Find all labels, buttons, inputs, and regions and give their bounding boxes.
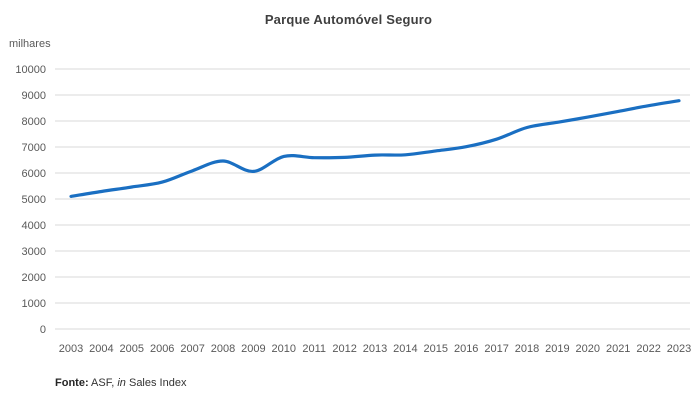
x-tick-label: 2010 bbox=[272, 343, 296, 355]
x-tick-label: 2019 bbox=[545, 343, 569, 355]
y-tick-label: 0 bbox=[40, 324, 46, 336]
x-tick-label: 2011 bbox=[302, 343, 326, 355]
x-tick-label: 2018 bbox=[515, 343, 539, 355]
y-axis-unit-label: milhares bbox=[9, 38, 51, 50]
chart-title: Parque Automóvel Seguro bbox=[264, 12, 433, 27]
x-tick-label: 2006 bbox=[150, 343, 174, 355]
y-tick-label: 9000 bbox=[22, 90, 46, 102]
y-tick-label: 4000 bbox=[22, 220, 46, 232]
y-tick-label: 3000 bbox=[22, 246, 46, 258]
y-tick-label: 10000 bbox=[15, 64, 46, 76]
x-tick-label: 2005 bbox=[120, 343, 144, 355]
x-tick-label: 2016 bbox=[454, 343, 478, 355]
x-tick-label: 2020 bbox=[576, 343, 600, 355]
y-tick-label: 5000 bbox=[22, 194, 46, 206]
x-tick-label: 2021 bbox=[606, 343, 630, 355]
x-tick-label: 2007 bbox=[180, 343, 204, 355]
x-tick-label: 2008 bbox=[211, 343, 235, 355]
y-tick-label: 1000 bbox=[22, 298, 46, 310]
y-tick-label: 6000 bbox=[22, 168, 46, 180]
x-tick-label: 2003 bbox=[59, 343, 83, 355]
source-note: Fonte: ASF, in Sales Index bbox=[55, 377, 186, 389]
x-tick-label: 2013 bbox=[363, 343, 387, 355]
x-tick-label: 2012 bbox=[332, 343, 356, 355]
x-tick-label: 2004 bbox=[89, 343, 113, 355]
x-tick-label: 2023 bbox=[667, 343, 691, 355]
y-tick-label: 2000 bbox=[22, 272, 46, 284]
source-note-text2: Sales Index bbox=[125, 377, 187, 389]
x-tick-label: 2014 bbox=[393, 343, 417, 355]
source-note-label: Fonte: bbox=[55, 377, 89, 389]
x-tick-label: 2009 bbox=[241, 343, 265, 355]
x-tick-label: 2017 bbox=[484, 343, 508, 355]
y-tick-label: 8000 bbox=[22, 116, 46, 128]
source-note-italic: in bbox=[117, 377, 126, 389]
x-tick-label: 2015 bbox=[424, 343, 448, 355]
x-tick-label: 2022 bbox=[636, 343, 660, 355]
y-tick-label: 7000 bbox=[22, 142, 46, 154]
data-line-series bbox=[69, 99, 681, 198]
source-note-text: ASF, bbox=[88, 377, 118, 389]
